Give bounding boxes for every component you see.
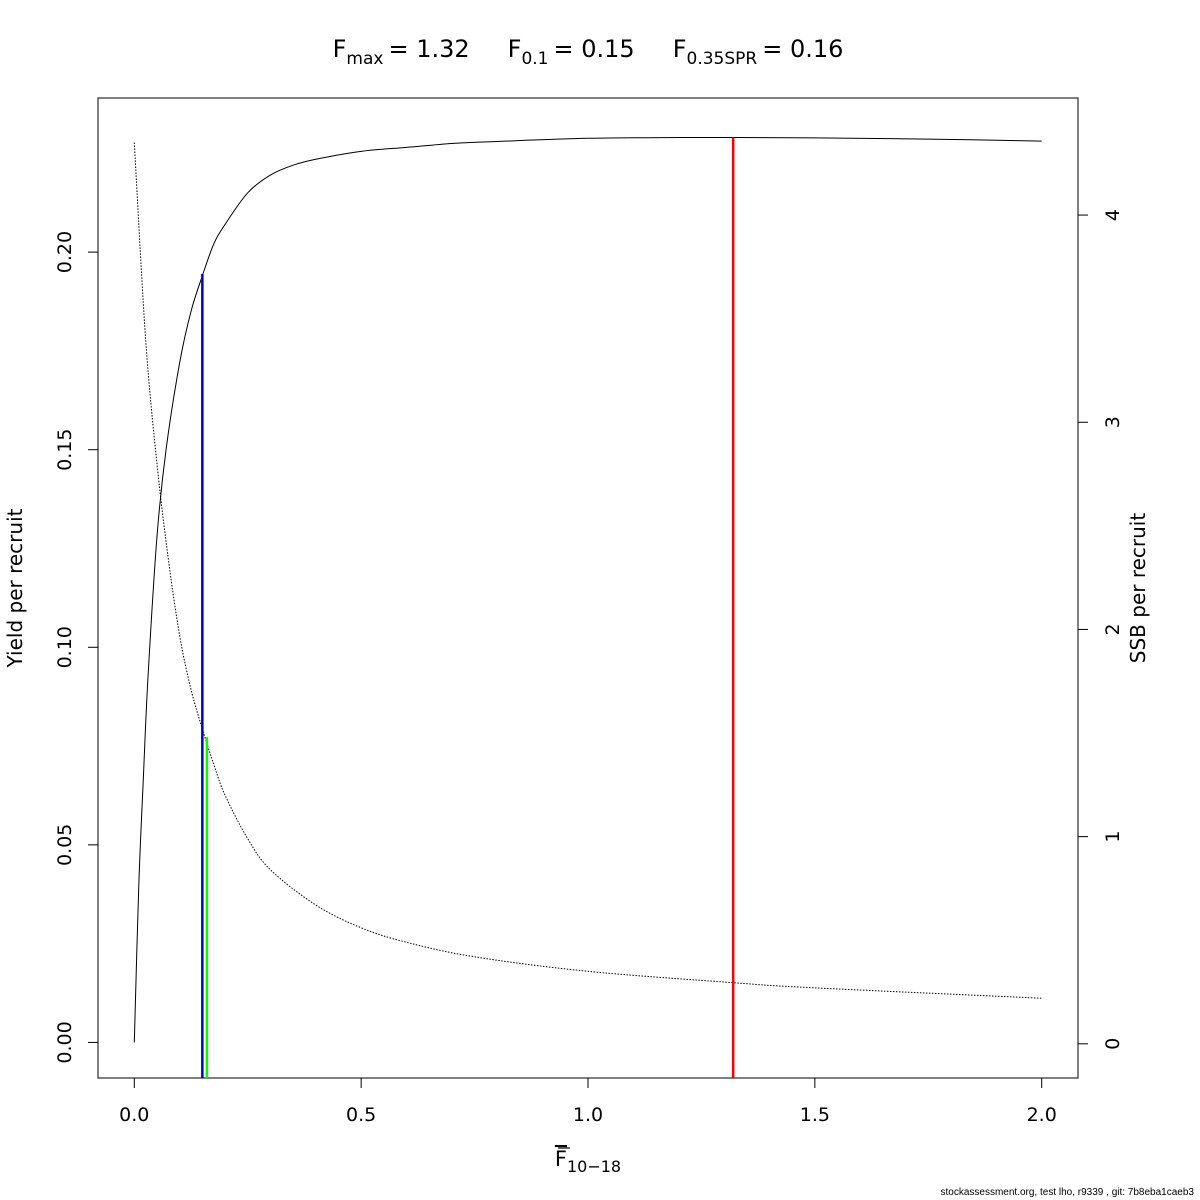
y-left-tick-label-2: 0.10	[54, 626, 76, 668]
y-right-tick-label-2: 2	[1102, 623, 1124, 635]
footer-note: stockassessment.org, test lho, r9339 , g…	[940, 1187, 1195, 1198]
x-tick-label-3: 1.5	[800, 1104, 830, 1126]
y-axis-right: 0 1 2 3 4	[1077, 209, 1124, 1050]
y-axis-right-label: SSB per recruit	[1126, 513, 1150, 664]
title-symbol-0: F	[333, 35, 347, 63]
chart-title-text: Fmax = 1.32 F0.1 = 0.15 F0.35SPR = 0.16	[333, 35, 844, 69]
title-value-2: = 0.16	[762, 35, 843, 63]
series-group	[133, 136, 1042, 1043]
y-left-tick-label-4: 0.20	[54, 231, 76, 273]
x-tick-label-0: 0.0	[119, 1104, 149, 1126]
title-symbol-2: F	[673, 35, 687, 63]
y-right-tick-label-4: 4	[1102, 209, 1124, 221]
plot-frame	[97, 97, 1079, 1079]
title-subscript-0: max	[346, 49, 383, 69]
y-right-tick-label-1: 1	[1102, 831, 1124, 843]
y-axis-left-label: Yield per recruit	[3, 508, 27, 668]
chart-title: Fmax = 1.32 F0.1 = 0.15 F0.35SPR = 0.16	[333, 35, 844, 69]
x-axis-label: F10−18	[555, 1147, 621, 1176]
y-left-tick-label-0: 0.00	[54, 1021, 76, 1063]
y-left-tick-label-1: 0.05	[54, 824, 76, 866]
title-value-1: = 0.15	[554, 35, 635, 63]
x-tick-label-2: 1.0	[573, 1104, 603, 1126]
x-tick-label-4: 2.0	[1027, 1104, 1057, 1126]
title-value-0: = 1.32	[388, 35, 469, 63]
title-subscript-2: 0.35SPR	[687, 49, 758, 69]
reference-lines	[201, 137, 735, 1078]
title-symbol-1: F	[508, 35, 522, 63]
y-right-tick-label-0: 0	[1102, 1038, 1124, 1050]
yield-per-recruit-curve	[133, 136, 1042, 1043]
x-tick-label-1: 0.5	[346, 1104, 376, 1126]
y-axis-left: 0.00 0.05 0.10 0.15 0.20	[54, 231, 99, 1064]
ssb-per-recruit-curve	[133, 142, 1042, 999]
y-right-tick-label-3: 3	[1102, 416, 1124, 428]
axis-labels: Yield per recruit SSB per recruit	[3, 508, 1150, 668]
y-left-tick-label-3: 0.15	[54, 429, 76, 471]
x-axis-label-subscript: 10−18	[567, 1157, 621, 1176]
x-axis: 0.0 0.5 1.0 1.5 2.0 F10−18	[119, 1077, 1057, 1176]
x-axis-label-symbol: F	[555, 1147, 567, 1171]
title-subscript-1: 0.1	[521, 49, 548, 69]
